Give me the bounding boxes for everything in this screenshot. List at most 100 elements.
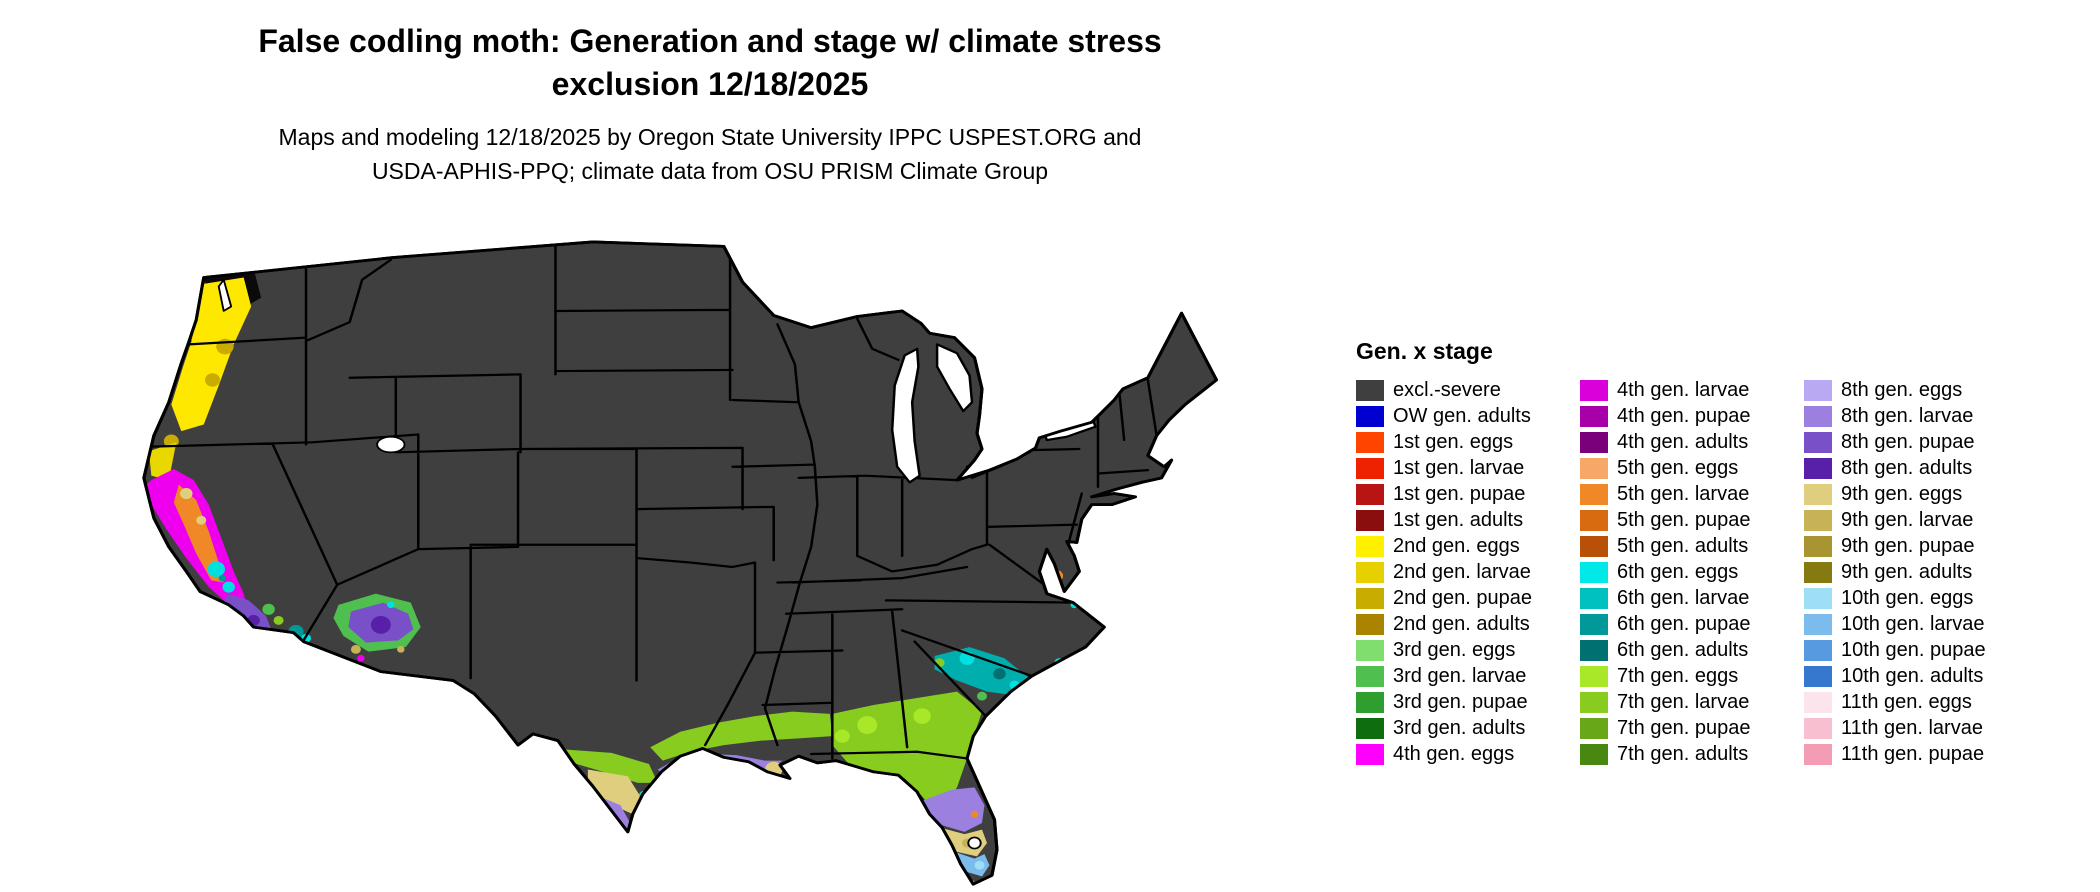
- legend-label: 6th gen. eggs: [1617, 560, 1739, 583]
- legend-label: 11th gen. pupae: [1841, 742, 1985, 765]
- legend-label: 3rd gen. adults: [1393, 716, 1526, 739]
- legend-swatch: [1356, 379, 1384, 401]
- legend-swatch: [1580, 379, 1608, 401]
- legend-swatch: [1804, 405, 1832, 427]
- legend-label: 11th gen. eggs: [1841, 690, 1972, 713]
- legend-item: 4th gen. eggs: [1356, 741, 1572, 767]
- legend-item: 5th gen. adults: [1580, 533, 1796, 559]
- legend-item: 11th gen. pupae: [1804, 741, 1986, 767]
- legend-item: 7th gen. adults: [1580, 741, 1796, 767]
- legend-item: 11th gen. eggs: [1804, 689, 1986, 715]
- legend-item: 7th gen. larvae: [1580, 689, 1796, 715]
- legend-label: 10th gen. adults: [1841, 664, 1984, 687]
- legend-swatch: [1356, 639, 1384, 661]
- legend-label: 6th gen. pupae: [1617, 612, 1751, 635]
- legend-label: 1st gen. larvae: [1393, 456, 1525, 479]
- legend-column-3: 8th gen. eggs 8th gen. larvae 8th gen. pup…: [1804, 377, 1986, 767]
- legend-label: 4th gen. larvae: [1617, 378, 1750, 401]
- lake-michigan: [890, 347, 921, 484]
- legend-item: 6th gen. eggs: [1580, 559, 1796, 585]
- legend-item: 10th gen. larvae: [1804, 611, 1986, 637]
- legend-item: 9th gen. adults: [1804, 559, 1986, 585]
- legend-label: 7th gen. larvae: [1617, 690, 1750, 713]
- legend-swatch: [1580, 431, 1608, 453]
- legend-swatch: [1580, 613, 1608, 635]
- legend-label: 10th gen. pupae: [1841, 638, 1986, 661]
- legend-item: 5th gen. larvae: [1580, 481, 1796, 507]
- legend-item: 4th gen. larvae: [1580, 377, 1796, 403]
- legend-label: excl.-severe: [1393, 378, 1501, 401]
- legend-item: 9th gen. eggs: [1804, 481, 1986, 507]
- legend-item: 1st gen. eggs: [1356, 429, 1572, 455]
- legend-swatch: [1356, 717, 1384, 739]
- legend-swatch: [1356, 405, 1384, 427]
- legend-swatch: [1580, 639, 1608, 661]
- legend-item: 1st gen. larvae: [1356, 455, 1572, 481]
- legend-label: 4th gen. pupae: [1617, 404, 1751, 427]
- legend-column-2: 4th gen. larvae 4th gen. pupae 4th gen. ad…: [1580, 377, 1796, 767]
- legend-swatch: [1804, 613, 1832, 635]
- legend-label: 2nd gen. adults: [1393, 612, 1530, 635]
- legend-swatch: [1804, 457, 1832, 479]
- lake-huron: [935, 343, 974, 413]
- legend-item: 10th gen. pupae: [1804, 637, 1986, 663]
- great-salt-lake: [376, 435, 406, 454]
- legend-label: 9th gen. adults: [1841, 560, 1973, 583]
- legend-swatch: [1804, 587, 1832, 609]
- legend-swatch: [1804, 639, 1832, 661]
- legend-item: 11th gen. larvae: [1804, 715, 1986, 741]
- legend-swatch: [1804, 717, 1832, 739]
- legend-label: 9th gen. larvae: [1841, 508, 1974, 531]
- legend-swatch: [1804, 665, 1832, 687]
- page-subtitle-line2: USDA-APHIS-PPQ; climate data from OSU PR…: [371, 158, 1049, 184]
- legend-label: 5th gen. pupae: [1617, 508, 1751, 531]
- legend-label: 1st gen. adults: [1393, 508, 1524, 531]
- legend-swatch: [1356, 665, 1384, 687]
- legend-column-1: excl.-severe OW gen. adults 1st gen. eggs 1…: [1356, 377, 1572, 767]
- legend-label: 2nd gen. pupae: [1393, 586, 1533, 609]
- legend-swatch: [1804, 691, 1832, 713]
- legend-label: 5th gen. adults: [1617, 534, 1749, 557]
- legend-label: 10th gen. eggs: [1841, 586, 1974, 609]
- legend-swatch: [1356, 535, 1384, 557]
- legend-label: 7th gen. pupae: [1617, 716, 1751, 739]
- legend-label: OW gen. adults: [1393, 404, 1531, 427]
- legend-label: 8th gen. adults: [1841, 456, 1973, 479]
- legend-label: 6th gen. larvae: [1617, 586, 1750, 609]
- legend-label: 5th gen. eggs: [1617, 456, 1739, 479]
- legend-item: 8th gen. eggs: [1804, 377, 1986, 403]
- lake-okeechobee: [967, 836, 982, 850]
- legend-item: 8th gen. larvae: [1804, 403, 1986, 429]
- legend-label: 3rd gen. pupae: [1393, 690, 1528, 713]
- legend-label: 5th gen. larvae: [1617, 482, 1750, 505]
- legend-item: 6th gen. adults: [1580, 637, 1796, 663]
- legend-swatch: [1804, 535, 1832, 557]
- legend-label: 9th gen. pupae: [1841, 534, 1975, 557]
- legend-swatch: [1804, 483, 1832, 505]
- legend-swatch: [1580, 717, 1608, 739]
- legend-label: 2nd gen. larvae: [1393, 560, 1531, 583]
- legend-item: 10th gen. adults: [1804, 663, 1986, 689]
- legend-item: 5th gen. pupae: [1580, 507, 1796, 533]
- legend-item: 8th gen. adults: [1804, 455, 1986, 481]
- legend-item: 6th gen. pupae: [1580, 611, 1796, 637]
- legend-swatch: [1580, 587, 1608, 609]
- legend-swatch: [1580, 405, 1608, 427]
- conus-outline: [142, 240, 1219, 886]
- legend-item: 3rd gen. larvae: [1356, 663, 1572, 689]
- legend-swatch: [1356, 431, 1384, 453]
- legend-item: 2nd gen. eggs: [1356, 533, 1572, 559]
- legend-swatch: [1580, 535, 1608, 557]
- legend-item: 3rd gen. eggs: [1356, 637, 1572, 663]
- legend-swatch: [1580, 457, 1608, 479]
- legend-item: 4th gen. pupae: [1580, 403, 1796, 429]
- legend-swatch: [1356, 457, 1384, 479]
- legend-item: 10th gen. eggs: [1804, 585, 1986, 611]
- legend-swatch: [1356, 691, 1384, 713]
- legend-swatch: [1356, 613, 1384, 635]
- legend-label: 6th gen. adults: [1617, 638, 1749, 661]
- conus-map-container: [94, 213, 1310, 892]
- legend: Gen. x stage excl.-severe OW gen. adults 1…: [1356, 338, 1986, 767]
- legend-item: 1st gen. pupae: [1356, 481, 1572, 507]
- legend-swatch: [1356, 483, 1384, 505]
